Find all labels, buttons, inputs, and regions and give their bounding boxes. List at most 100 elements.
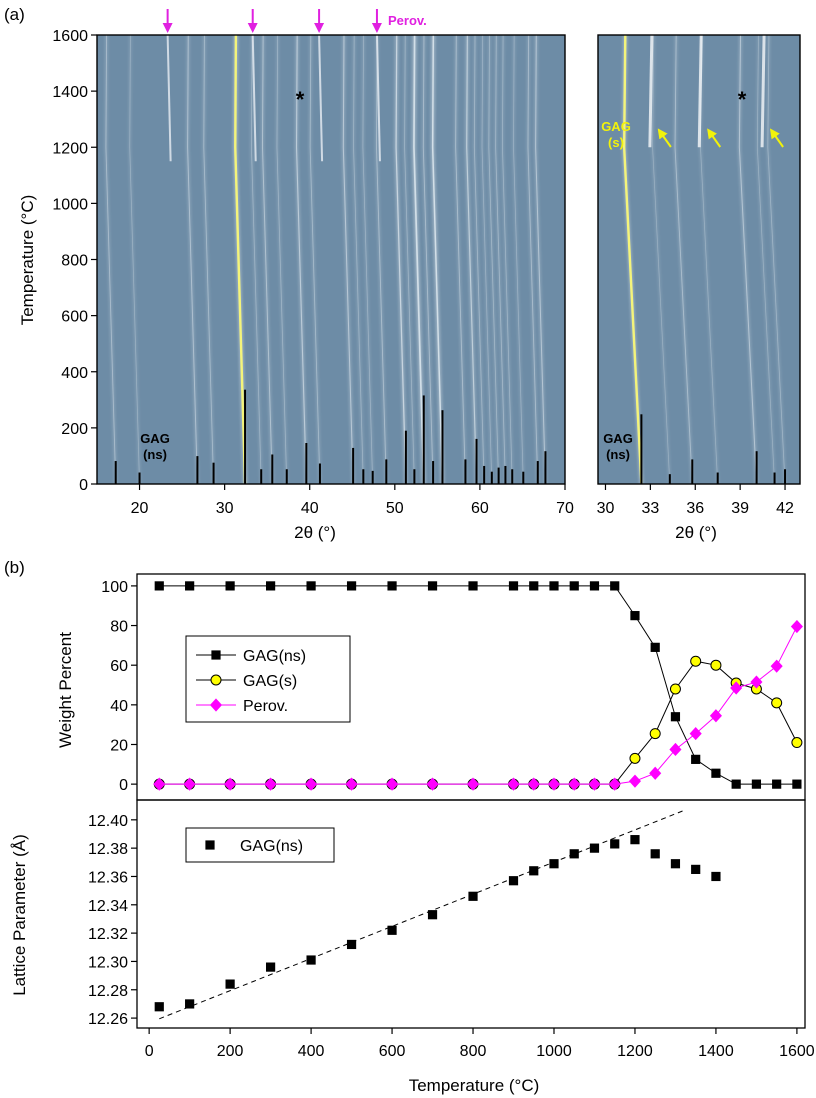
peak-streak-core bbox=[234, 35, 247, 484]
data-point-gag-ns bbox=[529, 581, 539, 591]
data-point-gag-ns bbox=[306, 955, 316, 965]
y-tick-label: 100 bbox=[101, 579, 128, 596]
x-tick-label: 400 bbox=[298, 1043, 325, 1060]
x-tick-label: 50 bbox=[386, 500, 404, 517]
legend-bottom-items: GAG(ns) bbox=[205, 838, 303, 855]
data-point-gag-ns bbox=[225, 581, 235, 591]
data-point-gag-ns bbox=[731, 779, 741, 789]
peak-streak bbox=[526, 35, 540, 484]
peak-streak-core bbox=[309, 35, 321, 484]
data-point-gag-ns bbox=[185, 999, 195, 1009]
data-point-gag-ns bbox=[650, 849, 660, 859]
y-tick-label: 600 bbox=[61, 309, 88, 326]
x-tick-label: 42 bbox=[776, 500, 794, 517]
legend-label: GAG(ns) bbox=[240, 838, 303, 855]
data-point-perov bbox=[770, 659, 783, 673]
peak-streak-core bbox=[203, 35, 215, 484]
legend-top-items: GAG(ns) GAG(s) Perov. bbox=[196, 648, 306, 715]
y-tick-label: 1400 bbox=[52, 84, 88, 101]
y-tick-label: 800 bbox=[61, 253, 88, 270]
y-tick-label: 12.40 bbox=[88, 813, 128, 830]
data-point-perov bbox=[224, 777, 237, 791]
x-axis-temperature: 0 200 400 600 800 1000 1200 1400 1600 bbox=[145, 1028, 815, 1060]
peak-streak-core bbox=[652, 35, 671, 484]
peak-streak bbox=[493, 35, 508, 484]
peak-streak-core bbox=[466, 35, 478, 484]
data-point-gag-ns bbox=[569, 581, 579, 591]
y-tick-label: 12.38 bbox=[88, 841, 128, 858]
peak-streak bbox=[500, 35, 514, 484]
data-point-gag-ns bbox=[711, 768, 721, 778]
peak-streak bbox=[104, 35, 118, 484]
data-point-gag-ns bbox=[569, 849, 579, 859]
peak-streak bbox=[487, 35, 501, 484]
data-point-gag-ns bbox=[711, 871, 721, 882]
peak-streak bbox=[402, 35, 417, 484]
x-tick-label: 33 bbox=[641, 500, 659, 517]
data-point-gag-ns bbox=[691, 754, 701, 764]
data-point-gag-s bbox=[649, 728, 661, 740]
peak-streak-core bbox=[431, 35, 444, 484]
x-tick-label: 200 bbox=[217, 1043, 244, 1060]
reference-tick bbox=[784, 469, 787, 484]
peak-streak-core bbox=[502, 35, 513, 484]
data-point-perov bbox=[669, 742, 682, 757]
data-point-perov bbox=[628, 774, 642, 788]
peak-streak bbox=[275, 35, 289, 484]
reference-tick bbox=[422, 395, 425, 484]
data-point-gag-ns bbox=[670, 859, 681, 869]
peak-streak bbox=[755, 35, 777, 484]
reference-tick bbox=[404, 430, 407, 484]
reference-tick bbox=[490, 471, 493, 484]
peak-streak bbox=[453, 35, 468, 484]
y-axis-title-lattice-parameter: Lattice Parameter (Å) bbox=[10, 834, 29, 996]
data-point-gag-ns bbox=[468, 581, 478, 591]
legend-marker-gag-ns bbox=[211, 650, 221, 660]
data-point-gag-ns bbox=[265, 581, 276, 591]
panel-a-right: 30 33 36 39 42 2θ (°) GAG (s) * GAG (ns) bbox=[597, 34, 801, 542]
data-point-perov bbox=[588, 777, 601, 791]
reference-tick bbox=[441, 410, 444, 484]
gag-s-label-line2: (s) bbox=[608, 135, 624, 150]
panel-a-left: 0 200 400 600 800 1000 1200 1400 1600 20 30 40 50 60… bbox=[18, 9, 574, 542]
y-tick-label: 1600 bbox=[52, 28, 88, 45]
legend-marker-gag-s bbox=[210, 674, 222, 686]
peak-streak-core bbox=[187, 35, 198, 484]
data-point-perov bbox=[386, 777, 399, 791]
data-point-gag-s bbox=[629, 752, 641, 764]
peak-streak-core bbox=[295, 35, 307, 484]
legend-marker-perov bbox=[209, 698, 223, 712]
y-axis-title-weight-percent: Weight Percent bbox=[56, 632, 75, 748]
legend-marker-gag-ns bbox=[205, 840, 215, 850]
plot-frame-bottom bbox=[136, 799, 806, 1029]
data-point-perov bbox=[568, 777, 581, 791]
data-point-perov bbox=[305, 777, 318, 791]
data-point-gag-ns bbox=[185, 581, 195, 591]
data-point-gag-ns bbox=[387, 581, 397, 591]
gag-ns-label-right-line1: GAG bbox=[603, 431, 633, 446]
data-point-gag-s bbox=[771, 697, 783, 709]
y-axis-lattice-parameter: 12.26 12.28 12.30 12.32 12.34 12.36 12.38 12.40 bbox=[88, 813, 137, 1028]
x-tick-label: 39 bbox=[731, 500, 749, 517]
gag-s-streak bbox=[760, 35, 766, 148]
peak-streak-core bbox=[422, 35, 434, 484]
data-point-gag-ns bbox=[772, 779, 782, 789]
gag-s-arrow bbox=[769, 128, 784, 148]
peak-streak-core bbox=[395, 35, 407, 484]
data-point-gag-ns bbox=[691, 864, 701, 874]
y-tick-label: 60 bbox=[110, 658, 128, 675]
x-axis-title-panel-a-right: 2θ (°) bbox=[675, 523, 717, 542]
data-point-gag-ns bbox=[610, 581, 620, 591]
legend-label: GAG(s) bbox=[243, 673, 297, 690]
data-point-gag-ns bbox=[589, 581, 600, 591]
peak-streak-core bbox=[495, 35, 506, 484]
data-point-gag-ns bbox=[751, 779, 762, 789]
y-tick-label: 0 bbox=[119, 777, 128, 794]
data-point-gag-ns bbox=[508, 581, 519, 591]
x-tick-label: 40 bbox=[301, 500, 319, 517]
peak-streak-core bbox=[473, 35, 485, 484]
y-tick-label: 400 bbox=[61, 365, 88, 382]
data-point-perov bbox=[730, 681, 743, 695]
y-tick-label: 40 bbox=[110, 698, 128, 715]
